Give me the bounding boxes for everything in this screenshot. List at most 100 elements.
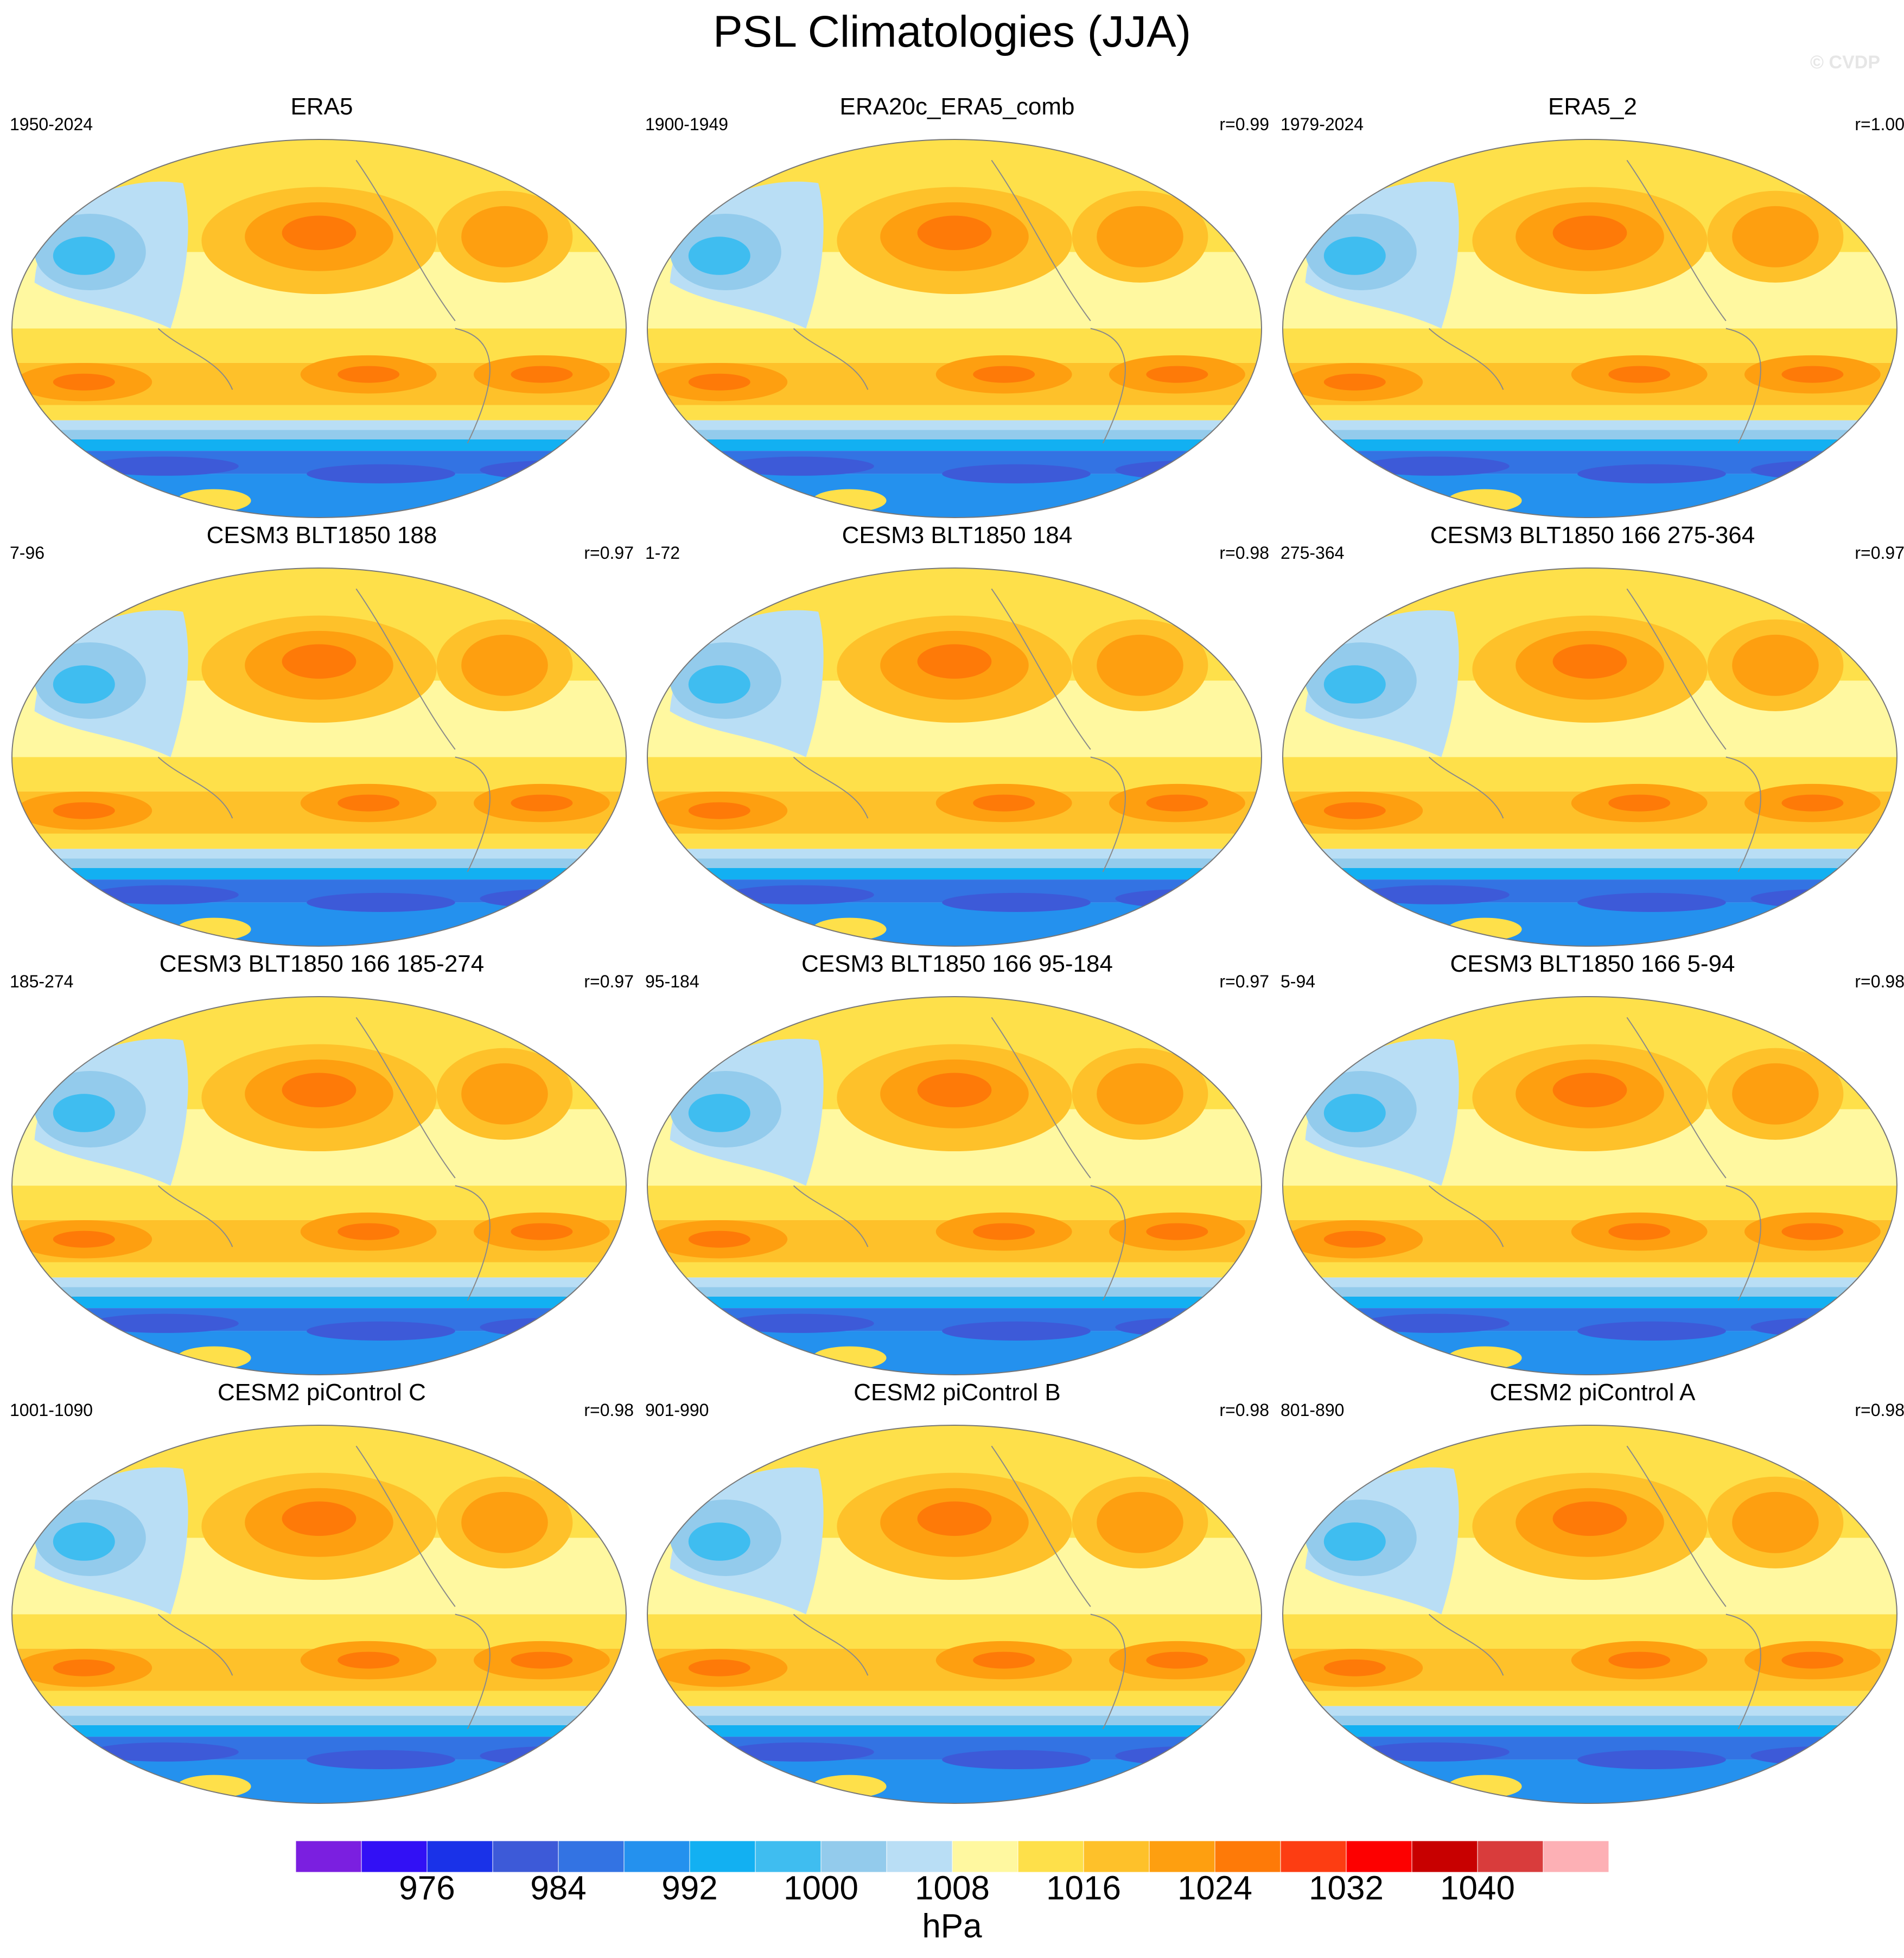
asian-low-inner xyxy=(688,1522,750,1561)
map-field xyxy=(1282,996,1897,1375)
south-america-coastline xyxy=(1090,1185,1126,1301)
colorbar-bin xyxy=(952,1841,1018,1872)
australia-coastline xyxy=(157,756,233,819)
panel-years: 801-890 xyxy=(1281,1400,1345,1420)
pressure-band-southern-2 xyxy=(12,1715,626,1725)
panel-title: CESM2 piControl B xyxy=(854,1379,1061,1406)
panel-title: CESM3 BLT1850 188 xyxy=(206,522,437,549)
map-panel: CESM2 piControl B 901-990 r=0.98 xyxy=(645,1381,1269,1809)
southern-high-core-0 xyxy=(688,1659,750,1676)
map-panel: ERA20c_ERA5_comb 1900-1949 r=0.99 xyxy=(645,95,1269,524)
pacific-high-core xyxy=(917,1501,992,1536)
southern-high-core-2 xyxy=(1146,1223,1208,1240)
pressure-band-southern-3 xyxy=(1283,1296,1897,1309)
figure-title: PSL Climatologies (JJA) xyxy=(712,7,1192,56)
atlantic-high-mid xyxy=(461,634,548,696)
southern-high-core-0 xyxy=(1323,802,1386,819)
colorbar-tick-label: 1000 xyxy=(784,1870,858,1907)
north-america-coastline xyxy=(1626,588,1727,750)
pacific-high-core xyxy=(282,1501,356,1536)
pressure-band-southern-1 xyxy=(647,1706,1262,1716)
asian-low-inner xyxy=(53,665,115,704)
pressure-band-southern-2 xyxy=(647,1715,1262,1725)
pressure-band-southern-2 xyxy=(1283,858,1897,868)
map-outline xyxy=(11,139,627,518)
north-america-coastline xyxy=(1626,1017,1727,1178)
colorbar-tick-label: 1008 xyxy=(915,1870,990,1907)
map-outline xyxy=(11,567,627,947)
north-america-coastline xyxy=(355,1445,456,1607)
pressure-band-antarctic xyxy=(647,474,1262,518)
asian-low-inner xyxy=(1323,1522,1386,1561)
southern-high-core-2 xyxy=(511,1651,573,1669)
australia-coastline xyxy=(793,328,869,390)
pressure-band-southern-3 xyxy=(12,439,626,451)
colorbar-bin xyxy=(426,1841,493,1872)
map-field xyxy=(11,139,627,518)
pressure-band-southern-2 xyxy=(647,858,1262,868)
southern-high-core-2 xyxy=(1146,1651,1208,1669)
asian-low-inner xyxy=(53,1522,115,1561)
southern-high-core-0 xyxy=(53,1659,115,1676)
antarctic-plateau xyxy=(176,489,251,512)
antarctic-low-1 xyxy=(942,1321,1091,1341)
panel-title: ERA5_2 xyxy=(1548,93,1637,120)
atlantic-high-mid xyxy=(1097,634,1183,696)
antarctic-low-2 xyxy=(480,460,626,480)
north-america-coastline xyxy=(991,1017,1091,1178)
map-field xyxy=(647,139,1262,518)
south-america-coastline xyxy=(455,1185,491,1301)
antarctic-low-1 xyxy=(307,464,455,484)
panel-years: 1979-2024 xyxy=(1281,114,1364,134)
australia-coastline xyxy=(1428,1613,1504,1676)
antarctic-low-0 xyxy=(1361,1742,1510,1762)
antarctic-low-2 xyxy=(1115,889,1262,908)
antarctic-plateau xyxy=(1447,1346,1522,1369)
antarctic-low-0 xyxy=(90,885,239,904)
southern-high-core-1 xyxy=(1608,366,1671,383)
south-america-coastline xyxy=(455,328,491,444)
pressure-band-southern-1 xyxy=(647,1277,1262,1287)
colorbar-bin xyxy=(1346,1841,1412,1872)
colorbar-bin xyxy=(1280,1841,1347,1872)
panel-years: 275-364 xyxy=(1281,543,1345,563)
antarctic-low-0 xyxy=(90,456,239,476)
southern-high-core-2 xyxy=(1146,794,1208,812)
asian-low-inner xyxy=(1323,665,1386,704)
panel-title: CESM3 BLT1850 166 275-364 xyxy=(1430,522,1755,549)
south-america-coastline xyxy=(1090,328,1126,444)
north-america-coastline xyxy=(355,1017,456,1178)
panel-pattern-correlation: r=0.97 xyxy=(584,543,634,563)
colorbar xyxy=(296,1841,1609,1872)
pacific-high-core xyxy=(282,644,356,679)
map-panel: CESM3 BLT1850 166 5-94 5-94 r=0.98 xyxy=(1281,952,1904,1381)
pacific-high-core xyxy=(1552,644,1627,679)
south-america-coastline xyxy=(455,756,491,872)
antarctic-low-1 xyxy=(307,1321,455,1341)
australia-coastline xyxy=(793,1185,869,1247)
southern-high-core-2 xyxy=(511,366,573,383)
pressure-band-transition xyxy=(647,833,1262,849)
map-panel: CESM3 BLT1850 184 1-72 r=0.98 xyxy=(645,524,1269,952)
australia-coastline xyxy=(793,756,869,819)
pressure-band-southern-1 xyxy=(647,420,1262,430)
pressure-band-southern-1 xyxy=(1283,1277,1897,1287)
pressure-band-transition xyxy=(12,833,626,849)
colorbar-tick-label: 1040 xyxy=(1440,1870,1515,1907)
antarctic-plateau xyxy=(812,489,887,512)
asian-low-inner xyxy=(53,237,115,275)
antarctic-low-2 xyxy=(480,889,626,908)
pressure-band-southern-1 xyxy=(12,849,626,859)
colorbar-bin xyxy=(492,1841,559,1872)
southern-high-core-0 xyxy=(688,373,750,391)
southern-high-core-0 xyxy=(688,1230,750,1248)
pressure-band-transition xyxy=(12,405,626,420)
pacific-high-core xyxy=(917,215,992,250)
antarctic-low-2 xyxy=(1750,889,1897,908)
australia-coastline xyxy=(157,328,233,390)
pressure-band-transition xyxy=(1283,405,1897,420)
pressure-band-southern-3 xyxy=(1283,439,1897,451)
antarctic-low-1 xyxy=(942,892,1091,913)
southern-high-core-2 xyxy=(1781,1223,1844,1240)
southern-high-core-1 xyxy=(973,794,1035,812)
